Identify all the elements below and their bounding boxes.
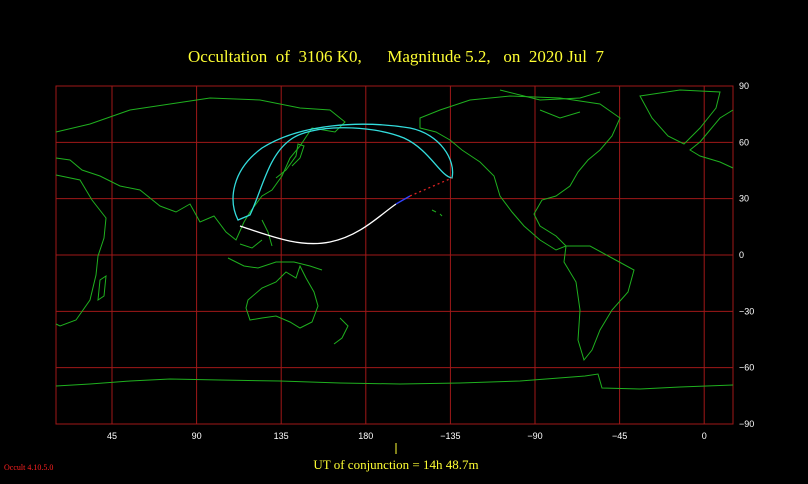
latitude-label: −90 xyxy=(739,419,754,429)
madagascar xyxy=(97,274,107,302)
longitude-label: −90 xyxy=(527,431,542,441)
grid: 45 90 135 180 −135 −90 −45 0 90 60 30 0 −30 −60 −90 xyxy=(55,81,754,441)
version: Occult 4.10.5.0 xyxy=(4,463,53,472)
north-america xyxy=(419,95,621,251)
longitude-label: 45 xyxy=(107,431,117,441)
eurasia xyxy=(55,97,346,241)
latitude-label: 30 xyxy=(739,194,749,204)
longitude-label: 135 xyxy=(274,431,289,441)
philippines xyxy=(261,219,273,247)
indonesia xyxy=(227,239,323,271)
europe-edge xyxy=(689,109,734,169)
longitude-label: 180 xyxy=(358,431,373,441)
latitude-label: −30 xyxy=(739,306,754,316)
latitude-label: 0 xyxy=(739,250,744,260)
new-zealand xyxy=(333,317,349,345)
japan xyxy=(275,143,305,179)
longitude-label: 90 xyxy=(192,431,202,441)
central-line-dawn xyxy=(395,195,411,205)
longitude-label: −45 xyxy=(612,431,627,441)
antarctica xyxy=(55,373,734,390)
south-america xyxy=(563,245,635,362)
africa xyxy=(55,174,107,327)
longitude-label: −135 xyxy=(440,431,460,441)
greenland xyxy=(639,89,721,145)
australia xyxy=(245,264,319,329)
conjunction-time: UT of conjunction = 14h 48.7m xyxy=(313,457,478,472)
central-line xyxy=(239,203,397,245)
hawaii xyxy=(431,209,443,217)
arctic-islands xyxy=(499,89,601,119)
coastlines xyxy=(55,89,734,390)
occultation-path xyxy=(232,123,454,245)
latitude-label: −60 xyxy=(739,363,754,373)
latitude-label: 60 xyxy=(739,137,749,147)
longitude-label: 0 xyxy=(702,431,707,441)
latitude-label: 90 xyxy=(739,81,749,91)
title: Occultation of 3106 K0, Magnitude 5.2, o… xyxy=(188,47,604,66)
